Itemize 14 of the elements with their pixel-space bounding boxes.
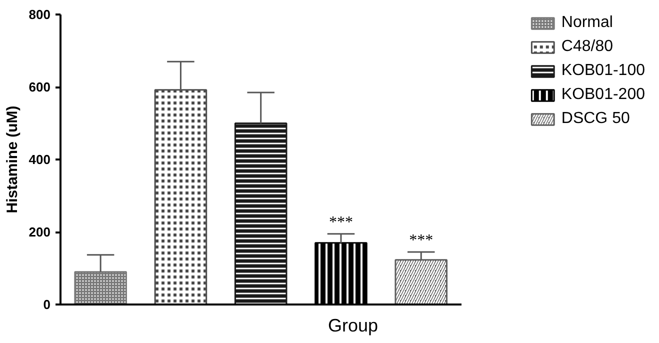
y-tick-label: 0	[43, 297, 51, 312]
y-axis-title: Histamine (uM)	[4, 106, 21, 214]
y-tick-label: 800	[28, 7, 51, 22]
legend-label: KOB01-200	[561, 86, 645, 104]
legend-label: KOB01-100	[561, 62, 645, 80]
y-tick-label: 400	[28, 152, 51, 167]
legend-label: C48/80	[561, 38, 613, 56]
legend-label: Normal	[561, 14, 613, 32]
legend-label: DSCG 50	[561, 110, 630, 128]
y-tick-label: 600	[28, 80, 51, 94]
annotation: ***	[409, 232, 434, 249]
y-tick-label: 200	[28, 224, 51, 240]
x-axis-title: Group	[328, 316, 378, 336]
annotation: ***	[328, 214, 353, 231]
